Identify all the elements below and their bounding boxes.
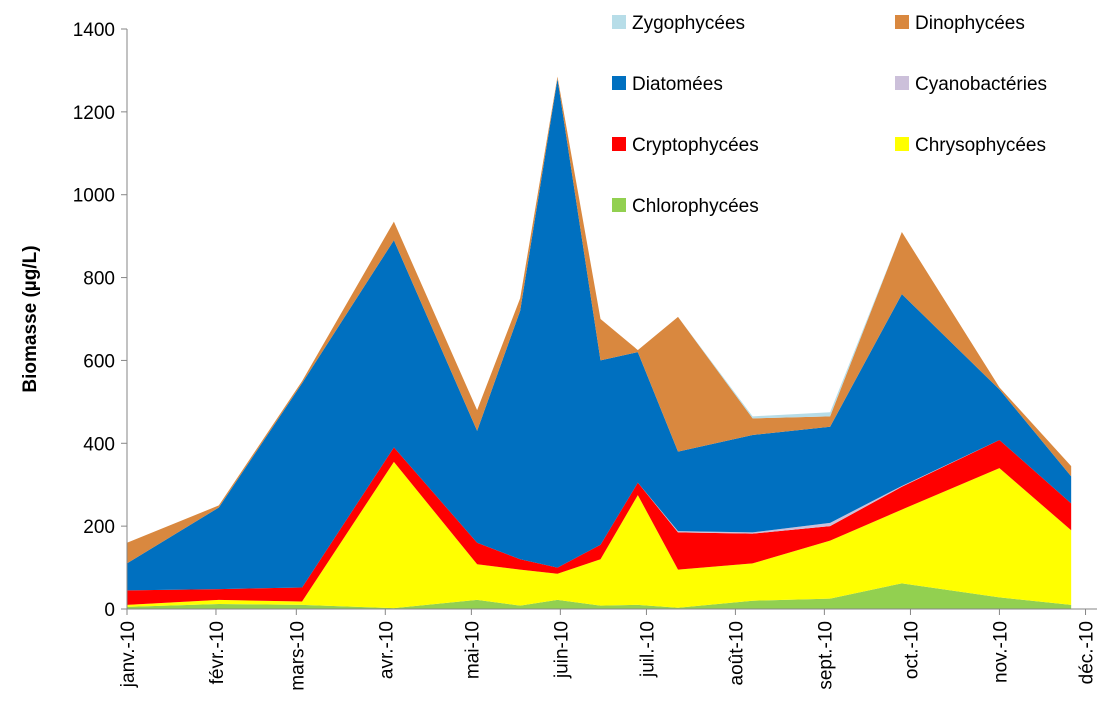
legend-label: Cyanobactéries — [915, 74, 1047, 95]
legend-swatch — [895, 137, 909, 151]
x-tick-label: sept.-10 — [815, 621, 836, 690]
area — [127, 439, 1072, 605]
legend-label: Chrysophycées — [915, 135, 1046, 156]
x-tick-label: oct.-10 — [901, 621, 922, 679]
area — [127, 76, 1072, 564]
legend-label: Chlorophycées — [632, 196, 759, 217]
y-tick-label: 400 — [83, 434, 115, 455]
area — [127, 583, 1072, 609]
area — [127, 78, 1072, 591]
legend-label: Dinophycées — [915, 13, 1025, 34]
x-tick-label: févr.-10 — [207, 621, 228, 684]
x-tick-label: mai-10 — [462, 621, 483, 679]
x-tick-label: avr.-10 — [376, 621, 397, 679]
legend-swatch — [612, 198, 626, 212]
legend-swatch — [612, 15, 626, 29]
legend-swatch — [612, 76, 626, 90]
x-tick-label: mars-10 — [287, 621, 308, 691]
area — [127, 461, 1072, 609]
legend-swatch — [895, 76, 909, 90]
x-tick-label: juin-10 — [551, 621, 572, 679]
x-tick-label: déc.-10 — [1077, 621, 1098, 684]
y-tick-label: 1000 — [73, 186, 115, 207]
legend-swatch — [895, 15, 909, 29]
y-tick-label: 1200 — [73, 103, 115, 124]
x-tick-label: août-10 — [726, 621, 747, 685]
x-tick-label: juil.-10 — [637, 621, 658, 678]
x-tick-label: janv.-10 — [118, 621, 139, 688]
x-tick-label: nov.-10 — [990, 621, 1011, 683]
legend-label: Diatomées — [632, 74, 723, 95]
y-tick-label: 200 — [83, 517, 115, 538]
y-tick-label: 600 — [83, 351, 115, 372]
y-tick-label: 1400 — [73, 20, 115, 41]
y-tick-label: 0 — [104, 600, 115, 621]
y-tick-label: 800 — [83, 269, 115, 290]
legend-label: Cryptophycées — [632, 135, 759, 156]
legend-swatch — [612, 137, 626, 151]
y-axis-label: Biomasse (µg/L) — [20, 245, 41, 392]
legend-label: Zygophycées — [632, 13, 745, 34]
